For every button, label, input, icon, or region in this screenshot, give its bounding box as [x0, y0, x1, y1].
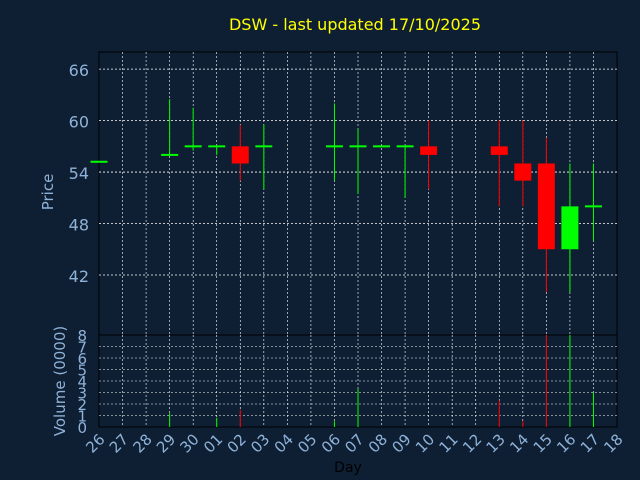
- candle-body: [561, 206, 579, 250]
- candle-body: [208, 145, 226, 148]
- volume-tick-label: 4: [77, 373, 87, 391]
- candles: [90, 99, 602, 293]
- candle-body: [231, 146, 249, 164]
- candle-body: [584, 205, 602, 208]
- price-tick-label: 60: [69, 113, 89, 132]
- x-ticks: 2627282930010203040506070809101112131415…: [82, 430, 626, 456]
- chart-title: DSW - last updated 17/10/2025: [229, 15, 481, 34]
- price-tick-label: 66: [69, 61, 89, 80]
- volume-tick-label: 8: [77, 327, 87, 345]
- volume-tick-label: 0: [77, 419, 87, 437]
- x-axis-label: Day: [334, 460, 362, 476]
- candle-body: [490, 146, 508, 155]
- candle-body: [161, 153, 179, 156]
- candle-body: [420, 146, 438, 155]
- candle-body: [349, 145, 367, 148]
- candle-body: [90, 160, 108, 163]
- candle-body: [184, 145, 202, 148]
- volume-tick-label: 2: [77, 396, 87, 414]
- price-tick-label: 42: [69, 267, 89, 286]
- volume-tick-label: 3: [77, 385, 87, 403]
- price-y-ticks: 42 48 54 60 66: [69, 61, 89, 286]
- candle-body: [396, 145, 414, 148]
- volume-axis-label: Volume (0000): [51, 326, 69, 436]
- volume-tick-label: 6: [77, 350, 87, 368]
- candle-body: [514, 163, 532, 181]
- candle-body: [325, 145, 343, 148]
- candle-body: [537, 163, 555, 250]
- volume-tick-label: 5: [77, 362, 87, 380]
- volume-bars: [169, 335, 594, 427]
- price-tick-label: 54: [69, 164, 89, 183]
- price-tick-label: 48: [69, 216, 89, 235]
- volume-tick-label: 7: [77, 339, 87, 357]
- candle-body: [373, 145, 391, 148]
- volume-tick-label: 1: [77, 408, 87, 426]
- price-axis-label: Price: [39, 174, 57, 211]
- candle-body: [255, 145, 273, 148]
